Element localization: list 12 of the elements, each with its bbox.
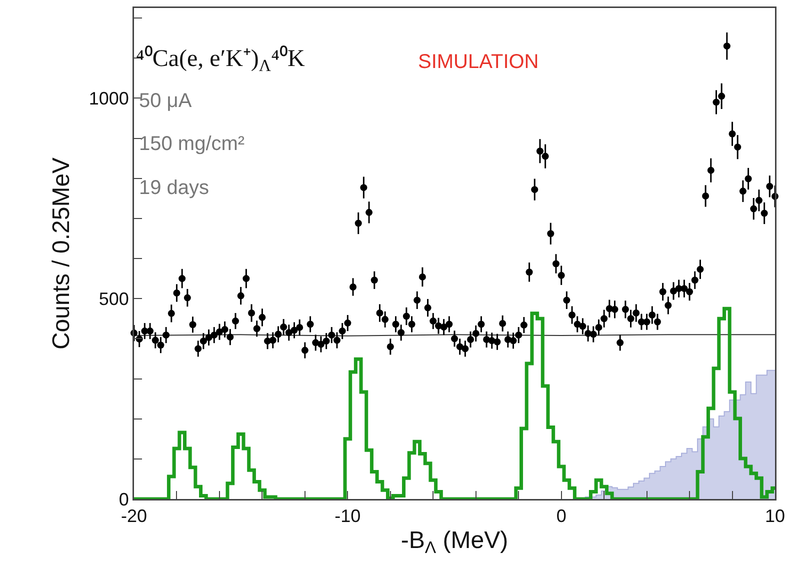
x-tick-label: -10 [334, 506, 361, 526]
annotation: 19 days [139, 177, 210, 199]
y-tick-label: 1000 [88, 88, 129, 108]
y-axis-title: Counts / 0.25MeV [48, 157, 76, 350]
annotation: SIMULATION [418, 51, 539, 73]
annotation: 50 μA [139, 90, 192, 112]
annotation: ⁴⁰Ca(e, e′K⁺)$_{Λ}$⁴⁰K [136, 45, 306, 76]
annotation: 150 mg/cm² [139, 133, 245, 155]
y-tick-label: 500 [98, 288, 129, 309]
x-tick-label: 10 [764, 506, 786, 526]
x-axis-title: -B$_{Λ}$ (MeV) [400, 527, 508, 558]
x-tick-label: 0 [556, 506, 566, 526]
